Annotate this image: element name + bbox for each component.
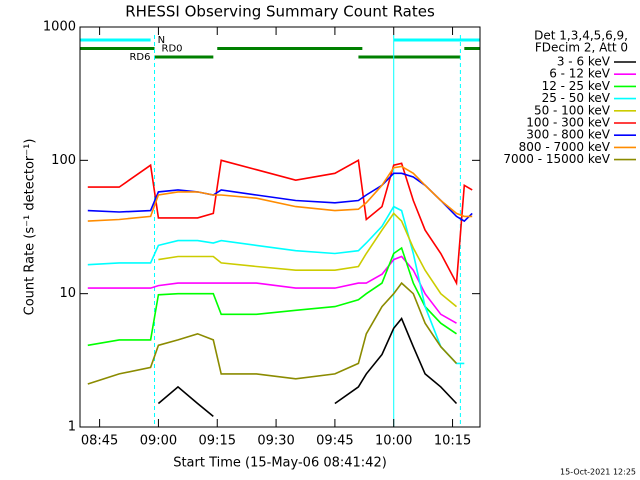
x-tick-label: 10:15 [434,434,471,449]
plot-frame [79,26,481,428]
legend-header: FDecim 2, Att 0 [535,41,628,55]
series-line [87,281,458,385]
legend-label: 7000 - 15000 keV [503,152,610,166]
legend-header: Det 1,3,4,5,6,9, [534,29,628,43]
y-tick-label: 1 [68,420,76,435]
legend-label: 100 - 300 keV [526,116,610,130]
flag-label: N [158,35,165,46]
x-tick-label: 09:00 [140,434,177,449]
legend-label: 800 - 7000 keV [519,140,611,154]
series-line [87,159,473,286]
legend-label: 3 - 6 keV [557,55,611,69]
series-line [87,165,473,222]
y-axis-label: Count Rate (s⁻¹ detector⁻¹) [23,139,38,316]
series-line [87,246,457,347]
series-line [87,255,457,324]
x-tick-label: 09:30 [257,434,294,449]
series-line [87,205,465,365]
flag-label: RD6 [129,52,150,63]
legend-label: 50 - 100 keV [534,103,611,117]
x-tick-label: 09:45 [316,434,353,449]
x-tick-label: 09:15 [199,434,236,449]
x-axis-label: Start Time (15-May-06 08:41:42) [173,456,387,471]
legend-label: 6 - 12 keV [549,67,611,81]
x-tick-label: 08:45 [81,434,118,449]
footer: 15-Oct-2021 12:25 [560,468,636,477]
chart-title: RHESSI Observing Summary Count Rates [125,3,435,21]
series-line [158,212,458,308]
x-tick-label: 10:00 [375,434,412,449]
series-line [157,317,458,418]
legend-label: 12 - 25 keV [542,79,611,93]
legend-label: 25 - 50 keV [542,91,611,105]
y-tick-label: 100 [51,153,76,168]
y-tick-label: 1000 [43,20,76,35]
flag-label: RD0 [162,44,183,55]
y-tick-label: 10 [59,286,76,301]
legend-label: 300 - 800 keV [526,128,610,142]
